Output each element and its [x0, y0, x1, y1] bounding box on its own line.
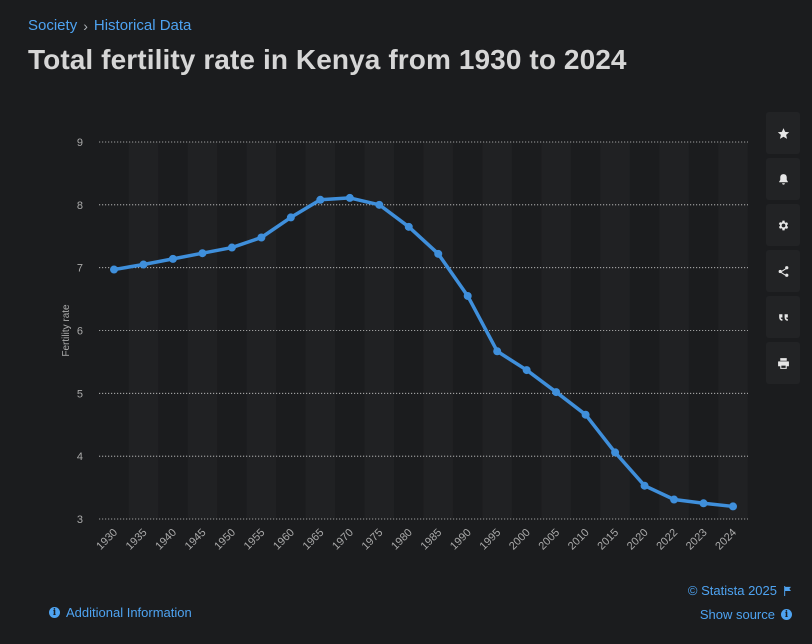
side-toolbar: [766, 112, 800, 384]
data-point: [257, 233, 266, 242]
settings-button[interactable]: [766, 204, 800, 246]
cite-button[interactable]: [766, 296, 800, 338]
show-source-link[interactable]: Show source i: [700, 607, 792, 622]
data-point: [611, 448, 620, 457]
x-tick-label: 1960: [271, 527, 297, 553]
series-line: [112, 196, 735, 509]
x-tick-label: 1990: [448, 527, 474, 553]
x-tick-label: 2010: [566, 527, 592, 553]
x-tick-label: 1995: [478, 527, 504, 553]
show-source-label: Show source: [699, 607, 775, 622]
data-point: [729, 502, 737, 511]
quote-icon: [778, 313, 788, 321]
x-tick-label: 1930: [94, 527, 120, 553]
breadcrumb-historical-data[interactable]: Historical Data: [93, 17, 192, 34]
data-point: [316, 195, 325, 204]
plot-band: [659, 142, 689, 519]
print-icon: [777, 357, 789, 369]
y-tick-label: 3: [77, 514, 83, 526]
data-point: [227, 243, 236, 252]
data-point: [434, 249, 443, 258]
x-tick-label: 1980: [389, 527, 415, 553]
y-tick-label: 6: [77, 326, 83, 338]
data-point: [699, 499, 708, 508]
gear-icon: [778, 220, 788, 230]
data-point: [670, 495, 679, 504]
plot-band: [364, 142, 395, 519]
x-tick-label: 1950: [212, 527, 238, 553]
info-icon: i: [49, 607, 60, 618]
x-tick-label: 1945: [183, 527, 209, 553]
x-tick-label: 2005: [536, 527, 562, 553]
data-point: [168, 254, 177, 263]
additional-information-label: Additional Information: [66, 605, 192, 620]
x-tick-label: 1965: [301, 527, 327, 553]
additional-information-link[interactable]: i Additional Information: [49, 605, 192, 620]
flag-icon: [784, 585, 791, 596]
data-point: [404, 222, 413, 231]
breadcrumb-separator: ›: [83, 17, 88, 34]
info-icon: i: [781, 609, 792, 620]
star-icon: [777, 127, 789, 139]
favorite-button[interactable]: [766, 112, 800, 154]
breadcrumb-society[interactable]: Society: [28, 17, 78, 34]
data-point: [345, 193, 354, 202]
y-tick-label: 9: [77, 137, 83, 149]
breadcrumb: Society › Historical Data: [28, 17, 191, 34]
data-point: [139, 260, 148, 269]
x-tick-label: 1935: [124, 527, 150, 553]
x-tick-label: 1940: [153, 527, 179, 553]
data-point: [552, 388, 561, 397]
x-tick-label: 2023: [684, 527, 710, 553]
y-tick-label: 5: [77, 388, 83, 400]
y-tick-label: 4: [77, 451, 83, 463]
statista-credit[interactable]: © Statista 2025: [688, 583, 792, 598]
data-point: [522, 366, 531, 375]
data-point: [286, 213, 295, 222]
y-tick-label: 7: [77, 263, 83, 275]
credit-label: © Statista 2025: [687, 583, 777, 598]
bell-icon: [778, 173, 788, 185]
x-tick-label: 1985: [419, 527, 445, 553]
data-point: [493, 347, 502, 356]
x-tick-label: 1955: [242, 527, 268, 553]
x-tick-label: 1970: [330, 527, 356, 553]
data-point: [581, 410, 590, 419]
x-tick-label: 2000: [507, 527, 533, 553]
share-icon: [778, 265, 788, 277]
x-tick-label: 2020: [625, 527, 651, 553]
x-tick-label: 2024: [713, 527, 739, 553]
notification-button[interactable]: [766, 158, 800, 200]
y-axis-label: Fertility rate: [61, 304, 72, 357]
print-button[interactable]: [766, 342, 800, 384]
data-point: [640, 481, 649, 490]
share-button[interactable]: [766, 250, 800, 292]
data-point: [463, 291, 472, 300]
y-tick-label: 8: [77, 200, 83, 212]
data-point: [198, 249, 207, 258]
x-tick-label: 2015: [595, 527, 621, 553]
x-tick-label: 1975: [360, 527, 386, 553]
page-title: Total fertility rate in Kenya from 1930 …: [28, 44, 627, 75]
data-point: [110, 265, 118, 274]
data-point: [375, 200, 384, 209]
x-tick-label: 2022: [654, 527, 680, 553]
